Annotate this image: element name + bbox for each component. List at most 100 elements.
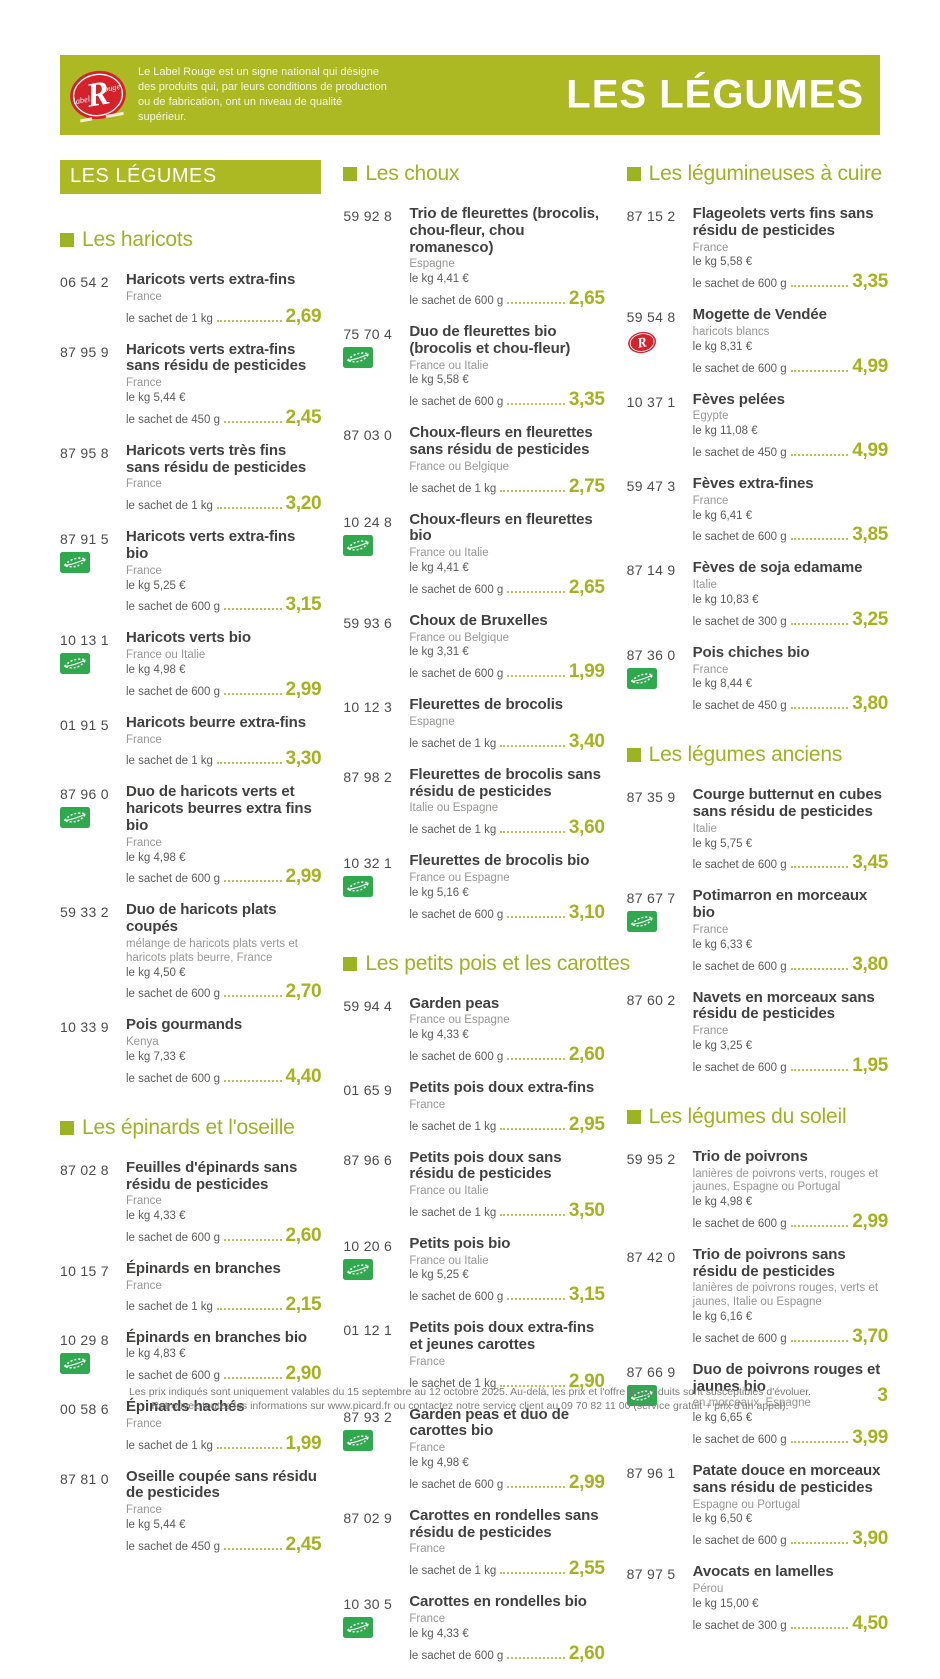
product-item: 87 03 0 Choux-fleurs en fleurettes sans r…: [343, 424, 605, 497]
pack-size-label: le sachet de 600 g: [692, 859, 787, 872]
product-name: Fèves de soja edamame: [692, 559, 863, 577]
product-name: Fèves extra-fines: [692, 474, 814, 492]
product-origin: France ou Italie: [409, 1254, 489, 1267]
section-heading: Les épinards et l'oseille: [60, 1116, 321, 1140]
label-rouge-icon: R: [627, 332, 656, 354]
product-item: 10 15 7 Épinards en branches France le sach…: [60, 1260, 322, 1317]
product-item: 10 20 6 Petits pois bio France ou Italie le…: [343, 1235, 605, 1306]
product-code-cell: 10 20 6: [343, 1236, 403, 1306]
price-row: le sachet de 450 g 3,80: [693, 693, 889, 715]
product-price: 3,40: [568, 730, 605, 752]
section-heading: Les légumes anciens: [626, 743, 888, 767]
pack-size-label: le sachet de 600 g: [409, 908, 504, 921]
price-row: le sachet de 600 g 2,99: [409, 1472, 605, 1494]
catalog-column: Les choux 59 92 8 Trio de fleurettes (broc…: [343, 160, 630, 1679]
product-item: 75 70 4 Duo de fleurettes bio (brocolis e…: [343, 323, 605, 411]
section-heading: Les petits pois et les carottes: [343, 952, 630, 976]
product-code: 87 81 0: [60, 1470, 109, 1487]
product-unit-price: le kg 6,65 €: [692, 1412, 753, 1425]
price-row: le sachet de 1 kg 3,40: [409, 730, 605, 753]
dotted-leader: [790, 1339, 849, 1342]
product-details: Trio de poivrons sans résidu de pesticid…: [693, 1246, 889, 1348]
pack-size-label: le sachet de 600 g: [692, 362, 787, 375]
pack-size-label: le sachet de 600 g: [409, 396, 504, 409]
product-item: 01 91 5 Haricots beurre extra-fins France l…: [60, 714, 322, 771]
product-origin: Italie ou Espagne: [409, 802, 499, 815]
product-name: Duo de poivrons rouges et jaunes bio: [692, 1360, 881, 1395]
header-band: R label ouge Le Label Rouge est un signe…: [60, 55, 880, 135]
price-row: le sachet de 1 kg 2,95: [409, 1114, 605, 1136]
bio-icon: [60, 807, 90, 829]
product-code-cell: 10 33 9: [60, 1017, 120, 1087]
product-name: Feuilles d'épinards sans résidu de pesti…: [126, 1158, 298, 1193]
section-bullet-icon: [626, 167, 641, 181]
product-origin: France ou Belgique: [409, 460, 510, 473]
product-details: Petits pois doux sans résidu de pesticid…: [409, 1149, 605, 1222]
product-unit-price: le kg 8,31 €: [692, 340, 753, 353]
product-price: 2,45: [285, 406, 322, 428]
product-code-cell: 59 95 2: [627, 1149, 687, 1233]
label-rouge-icon-wrap: R: [627, 330, 687, 358]
pack-size-label: le sachet de 1 kg: [409, 1565, 497, 1578]
product-unit-price: le kg 5,44 €: [126, 391, 186, 404]
bio-icon: [343, 876, 374, 898]
product-name: Épinards hachés: [126, 1398, 245, 1416]
product-origin: France ou Italie: [409, 547, 489, 560]
product-code-cell: 59 94 4: [343, 996, 403, 1066]
product-unit-price: le kg 4,98 €: [692, 1196, 753, 1209]
dotted-leader: [507, 1057, 565, 1060]
product-item: 87 15 2 Flageolets verts fins sans résidu…: [627, 205, 889, 293]
dotted-leader: [507, 1298, 565, 1301]
product-code-cell: 87 15 2: [627, 206, 687, 293]
product-details: Pois gourmands Kenya le kg 7,33 € le sachet…: [126, 1017, 322, 1088]
dotted-leader: [224, 995, 282, 998]
product-price: 4,50: [852, 1612, 888, 1634]
pack-size-label: le sachet de 600 g: [409, 668, 504, 681]
pack-size-label: le sachet de 600 g: [692, 1434, 787, 1447]
pack-size-label: le sachet de 600 g: [692, 278, 787, 291]
product-code: 59 94 4: [343, 997, 393, 1014]
product-item: 87 60 2 Navets en morceaux sans résidu de…: [627, 988, 889, 1077]
section-title: Les épinards et l'oseille: [82, 1115, 295, 1139]
product-origin: France: [126, 1279, 162, 1292]
product-details: Duo de haricots plats coupés mélange de h…: [126, 902, 322, 1003]
product-details: Trio de poivrons lanières de poivrons ver…: [692, 1148, 889, 1233]
price-row: le sachet de 600 g 4,40: [126, 1066, 322, 1088]
section-bullet-icon: [343, 956, 358, 971]
product-unit-price: le kg 5,25 €: [126, 579, 186, 592]
bio-icon-wrap: [343, 1617, 403, 1641]
product-origin: France: [126, 478, 162, 491]
product-details: Haricots verts extra-fins sans résidu de…: [126, 341, 322, 429]
product-name: Oseille coupée sans résidu de pesticides: [126, 1467, 317, 1502]
price-row: le sachet de 1 kg 2,69: [126, 306, 322, 328]
product-item: 87 98 2 Fleurettes de brocolis sans résid…: [343, 766, 605, 839]
dotted-leader: [790, 1068, 849, 1071]
product-code-cell: 87 02 8: [60, 1160, 120, 1247]
bio-icon-wrap: [60, 552, 120, 576]
product-details: Flageolets verts fins sans résidu de pes…: [692, 205, 889, 293]
section-bullet-icon: [60, 1120, 74, 1135]
product-code-cell: 06 54 2: [60, 272, 120, 328]
dotted-leader: [790, 369, 849, 372]
page-number: 3: [877, 1385, 888, 1406]
pack-size-label: le sachet de 600 g: [409, 294, 504, 307]
product-code: 01 91 5: [60, 716, 109, 733]
product-unit-price: le kg 4,98 €: [409, 1457, 469, 1470]
product-price: 2,99: [285, 678, 322, 700]
price-row: le sachet de 600 g 3,70: [693, 1326, 889, 1348]
product-unit-price: le kg 15,00 €: [692, 1597, 759, 1610]
product-code-cell: 87 95 8: [60, 443, 120, 515]
product-item: 87 81 0 Oseille coupée sans résidu de pes…: [60, 1467, 322, 1556]
footer-line-2: Retrouvez toutes les informations sur ww…: [151, 1399, 789, 1412]
product-name: Navets en morceaux sans résidu de pestic…: [692, 988, 875, 1023]
product-price: 3,25: [852, 608, 888, 630]
product-item: 87 35 9 Courge butternut en cubes sans ré…: [627, 786, 889, 874]
product-details: Haricots verts extra-fins France le sachet…: [126, 271, 322, 328]
price-row: le sachet de 600 g 3,35: [692, 271, 889, 293]
section-title: Les haricots: [82, 228, 193, 251]
product-origin: Kenya: [126, 1036, 159, 1049]
product-item: 87 96 1 Patate douce en morceaux sans rés…: [627, 1462, 889, 1550]
product-code: 10 13 1: [60, 632, 109, 649]
product-item: 87 67 7 Potimarron en morceaux bio France l…: [626, 888, 888, 975]
dotted-leader: [224, 692, 282, 695]
